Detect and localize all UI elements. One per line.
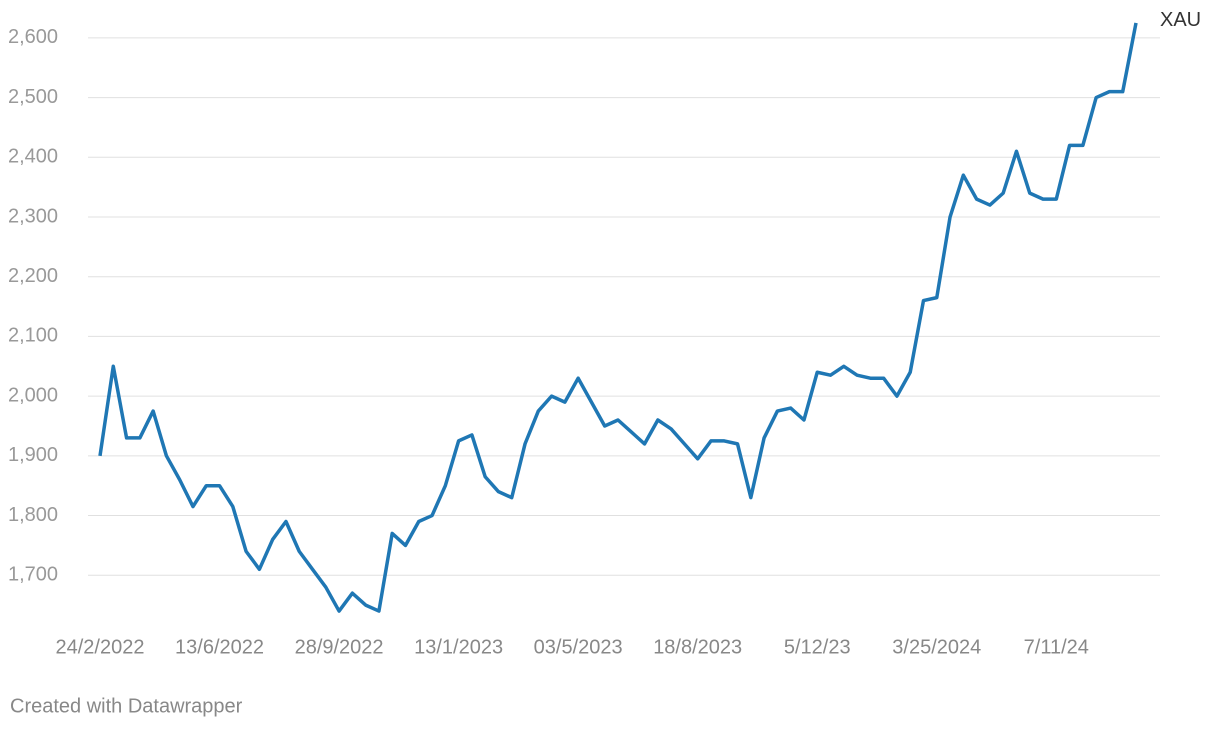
x-tick-label: 28/9/2022 — [295, 636, 384, 658]
x-tick-label: 7/11/24 — [1024, 636, 1089, 658]
y-tick-label: 1,700 — [8, 564, 58, 586]
x-tick-label: 18/8/2023 — [653, 636, 742, 658]
y-tick-label: 2,000 — [8, 384, 58, 406]
y-tick-label: 1,900 — [8, 444, 58, 466]
y-tick-label: 2,600 — [8, 26, 58, 48]
x-tick-label: 13/1/2023 — [414, 636, 503, 658]
y-tick-label: 2,500 — [8, 86, 58, 108]
footer: Created with Datawrapper — [10, 695, 243, 717]
x-tick-label: 3/25/2024 — [892, 636, 981, 658]
x-tick-label: 24/2/2022 — [56, 636, 145, 658]
x-tick-label: 03/5/2023 — [534, 636, 623, 658]
x-tick-label: 5/12/23 — [784, 636, 851, 658]
y-tick-label: 2,100 — [8, 325, 58, 347]
y-tick-label: 2,200 — [8, 265, 58, 287]
y-tick-label: 2,400 — [8, 146, 58, 168]
x-tick-label: 13/6/2022 — [175, 636, 264, 658]
y-tick-label: 2,300 — [8, 205, 58, 227]
y-tick-label: 1,800 — [8, 504, 58, 526]
series-line — [98, 22, 1138, 613]
series-label: XAU — [1160, 9, 1201, 31]
